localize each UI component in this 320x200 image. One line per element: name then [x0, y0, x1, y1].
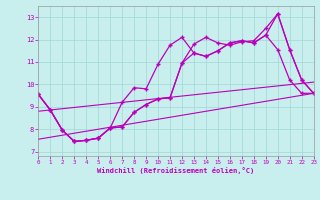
X-axis label: Windchill (Refroidissement éolien,°C): Windchill (Refroidissement éolien,°C) — [97, 167, 255, 174]
